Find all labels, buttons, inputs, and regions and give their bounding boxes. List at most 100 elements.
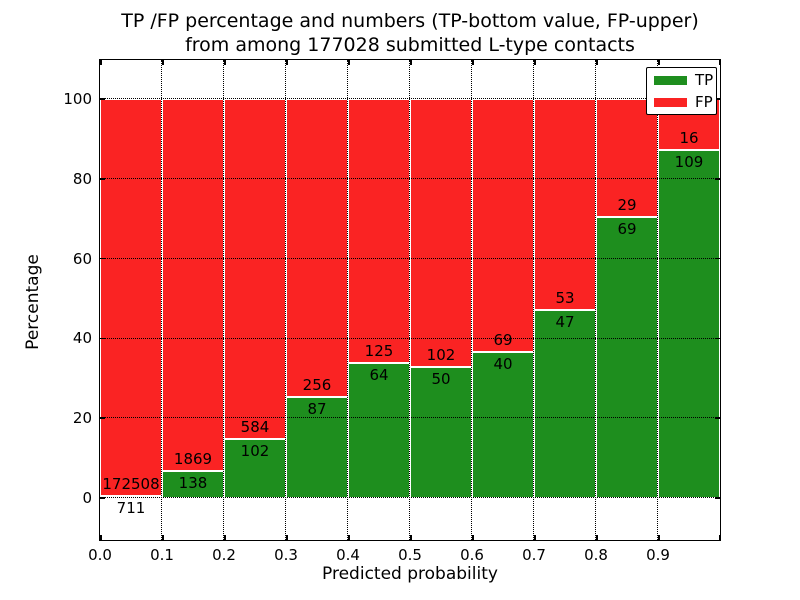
fp-count-label: 102: [426, 345, 456, 364]
fp-count-label: 125: [364, 341, 394, 360]
fp-bar-segment: [348, 99, 410, 363]
x-tick-label: 0.6: [460, 546, 484, 564]
y-tick-label: 100: [63, 90, 92, 108]
legend-entry-tp: TP: [647, 70, 716, 90]
y-tick-mark: [715, 178, 720, 180]
x-tick-mark: [410, 60, 412, 65]
x-tick-label: 0.9: [646, 546, 670, 564]
x-tick-label: 0.4: [336, 546, 360, 564]
x-tick-mark: [224, 535, 226, 540]
fp-count-label: 1869: [173, 449, 213, 468]
x-tick-label: 0.8: [584, 546, 608, 564]
x-tick-mark: [162, 60, 164, 65]
tp-bar-segment: [348, 362, 410, 498]
vertical-gridline: [223, 60, 225, 540]
chart-title: TP /FP percentage and numbers (TP-bottom…: [100, 9, 720, 57]
y-tick-mark: [715, 497, 720, 499]
tp-count-label: 47: [555, 313, 575, 332]
x-tick-label: 0.3: [274, 546, 298, 564]
fp-count-label: 29: [617, 196, 637, 215]
x-tick-mark: [348, 535, 350, 540]
fp-bar-segment: [162, 99, 224, 471]
fp-count-label: 16: [679, 129, 699, 148]
vertical-gridline: [409, 60, 411, 540]
y-tick-label: 0: [82, 489, 92, 507]
plot-area: 172508 711 1869 138 584 102 256 87 125 64 102 50 69 4…: [99, 59, 721, 541]
x-tick-mark: [162, 535, 164, 540]
x-tick-mark: [718, 535, 720, 540]
fp-count-label: 172508: [102, 475, 160, 494]
y-tick-mark: [100, 98, 105, 100]
x-tick-mark: [348, 60, 350, 65]
tp-count-label: 109: [674, 153, 704, 172]
tp-bar-segment: [658, 150, 720, 498]
tp-count-label: 102: [240, 441, 270, 460]
fp-count-label: 69: [493, 330, 513, 349]
y-tick-mark: [100, 497, 105, 499]
x-tick-mark: [658, 60, 660, 65]
x-tick-label: 0.1: [150, 546, 174, 564]
fp-color-swatch: [654, 97, 687, 107]
chart-title-line2: from among 177028 submitted L-type conta…: [185, 34, 635, 56]
y-tick-mark: [715, 98, 720, 100]
y-tick-mark: [715, 257, 720, 260]
y-tick-label: 40: [72, 329, 92, 348]
y-tick-mark: [100, 337, 105, 340]
vertical-gridline: [285, 60, 287, 540]
x-tick-mark: [286, 535, 288, 540]
fp-bar-segment: [410, 99, 472, 367]
tp-count-label: 50: [431, 369, 451, 388]
tp-count-label: 69: [617, 220, 637, 239]
x-tick-mark: [534, 535, 536, 540]
tp-bar-segment: [286, 396, 348, 498]
y-tick-mark: [100, 417, 105, 419]
y-tick-label: 20: [72, 409, 92, 428]
tp-bar-segment: [410, 366, 472, 498]
fp-count-label: 53: [555, 289, 575, 308]
y-tick-label: 60: [72, 249, 92, 268]
x-tick-mark: [718, 60, 720, 65]
x-tick-mark: [472, 60, 474, 65]
fp-bar-segment: [286, 99, 348, 397]
fp-count-label: 256: [302, 375, 332, 394]
vertical-gridline: [347, 60, 349, 540]
x-tick-label: 0.0: [88, 546, 112, 564]
x-tick-mark: [472, 535, 474, 540]
tp-count-label: 64: [369, 365, 389, 384]
vertical-gridline: [471, 60, 473, 540]
tp-bar-segment: [596, 217, 658, 498]
legend-entry-fp: FP: [647, 92, 716, 112]
y-tick-label: 80: [72, 169, 92, 188]
y-tick-mark: [100, 178, 105, 180]
x-tick-mark: [224, 60, 226, 65]
vertical-gridline: [595, 60, 597, 540]
fp-bar-segment: [100, 99, 162, 497]
x-tick-label: 0.7: [522, 546, 546, 564]
tp-count-label: 87: [307, 399, 327, 418]
x-tick-label: 0.2: [212, 546, 236, 564]
x-tick-mark: [100, 535, 102, 540]
x-axis-label: Predicted probability: [322, 564, 498, 584]
y-tick-mark: [100, 257, 105, 260]
y-tick-mark: [715, 337, 720, 340]
x-tick-mark: [596, 535, 598, 540]
x-tick-mark: [534, 60, 536, 65]
y-tick-mark: [715, 417, 720, 419]
fp-count-label: 584: [240, 417, 270, 436]
fp-bar-segment: [472, 99, 534, 352]
tp-count-label: 711: [116, 499, 146, 518]
x-tick-mark: [410, 535, 412, 540]
tp-color-swatch: [654, 75, 687, 85]
legend: TP FP: [646, 67, 717, 115]
fp-bar-segment: [534, 99, 596, 311]
x-tick-mark: [658, 535, 660, 540]
x-tick-mark: [100, 60, 102, 65]
legend-label-fp: FP: [695, 92, 713, 111]
chart-title-line1: TP /FP percentage and numbers (TP-bottom…: [121, 10, 699, 32]
x-tick-mark: [286, 60, 288, 65]
legend-label-tp: TP: [695, 70, 714, 89]
vertical-gridline: [161, 60, 163, 540]
vertical-gridline: [533, 60, 535, 540]
fp-bar-segment: [224, 99, 286, 439]
